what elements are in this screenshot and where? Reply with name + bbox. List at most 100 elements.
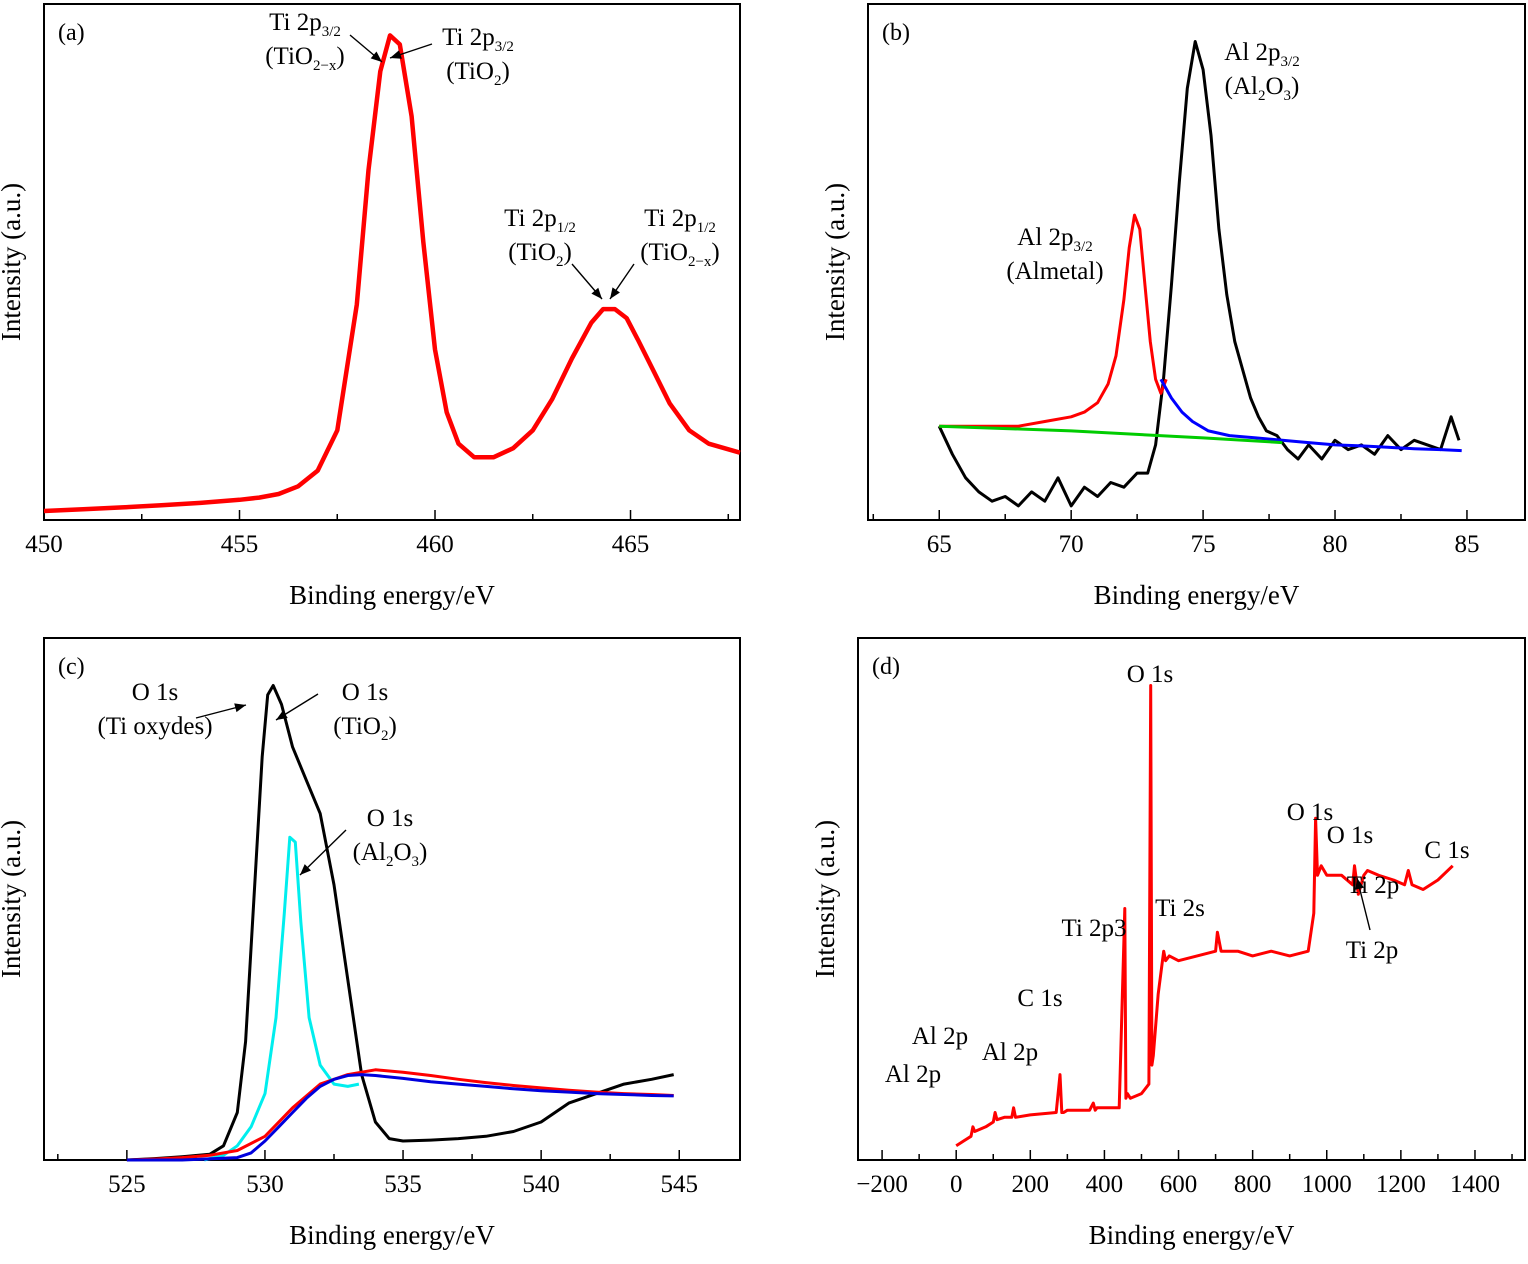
annotation-label: Al 2p3/2: [1224, 39, 1299, 70]
annotation-main: O 1s: [1127, 661, 1174, 688]
annotation-label: O 1s: [1327, 822, 1374, 849]
annotation-line2-subscript: 2−x: [688, 254, 712, 270]
arrow-head: [276, 710, 288, 720]
annotation-label: Ti 2p3/2: [269, 9, 341, 40]
x-tick-label: −200: [856, 1171, 908, 1198]
annotation-main: O 1s: [1287, 799, 1334, 826]
annotation-label-line2: (TiO2): [446, 58, 510, 89]
series-line-0: [955, 684, 1454, 1148]
x-tick-label: 80: [1323, 531, 1348, 558]
panel-label: (c): [58, 654, 85, 680]
annotation-line2-subscript: 3: [1284, 88, 1292, 104]
annotation-line2-subscript: 2−x: [313, 58, 337, 74]
arrow-head: [591, 287, 602, 299]
annotation-line2-subscript: 2: [381, 728, 389, 744]
annotation-label: O 1s: [1127, 661, 1174, 688]
annotation-label: Ti 2p: [1346, 937, 1399, 964]
x-tick-label: 85: [1454, 531, 1479, 558]
x-tick-label: 545: [660, 1171, 698, 1198]
annotation-line2: (Ti oxydes): [97, 713, 212, 740]
annotation-main: Ti 2p: [504, 205, 557, 232]
annotation-label-line2: (Al2O3): [1225, 73, 1300, 104]
annotation-label: Al 2p: [982, 1039, 1038, 1066]
y-axis-label: Intensity (a.u.): [820, 183, 850, 341]
annotation-line2-mid: O: [1265, 73, 1283, 100]
annotation-label-line2: (TiO2): [333, 713, 397, 744]
series-line-2: [126, 1068, 674, 1162]
annotation-label: Ti 2p3/2: [442, 24, 514, 55]
annotation-label: Ti 2p1/2: [504, 205, 576, 236]
panel-label: (d): [872, 654, 900, 680]
annotation-label: C 1s: [1424, 837, 1469, 864]
series-line-3: [939, 424, 1283, 445]
annotation-main: Al 2p: [1224, 39, 1280, 66]
annotation-label: O 1s: [1287, 799, 1334, 826]
annotation-label: Al 2p: [885, 1061, 941, 1088]
x-tick-label: 530: [246, 1171, 284, 1198]
annotation-line2: (Almetal): [1006, 258, 1103, 285]
arrow-head: [300, 864, 312, 875]
annotation-label-line2: (Almetal): [1006, 258, 1103, 285]
arrow-head: [610, 287, 620, 299]
annotation-main: Ti 2p: [1346, 937, 1399, 964]
x-tick-label: 75: [1191, 531, 1216, 558]
annotation-line2-end: ): [563, 239, 571, 266]
chart-panel-a: 450 455 460 465 Binding energy/eV Intensity (…: [0, 3, 741, 610]
x-axis-label: Binding energy/eV: [289, 1220, 495, 1250]
annotation-label: C 1s: [1017, 985, 1062, 1012]
x-tick-label: 535: [384, 1171, 422, 1198]
annotation-label: Ti 2p: [1347, 872, 1400, 899]
x-axis-label: Binding energy/eV: [1089, 1220, 1295, 1250]
annotation-main: Ti 2p: [269, 9, 322, 36]
chart-panel-b: 65 70 75 80 85 Binding energy/eV Intensity (a.…: [820, 3, 1526, 610]
annotation-line2-end: ): [1291, 73, 1299, 100]
annotation-line2: (TiO: [265, 43, 313, 70]
y-axis-label: Intensity (a.u.): [810, 820, 840, 978]
annotation-main: Al 2p: [1017, 224, 1073, 251]
arrow-head: [1355, 878, 1365, 890]
annotation-label-line2: (TiO2−x): [265, 43, 345, 74]
series-line-3: [126, 1073, 674, 1162]
annotation-label: Al 2p: [912, 1023, 968, 1050]
annotation-line2-subscript: 2: [386, 854, 394, 870]
plot-frame: [857, 637, 1526, 1161]
annotation-main: Al 2p: [912, 1023, 968, 1050]
y-axis-label: Intensity (a.u.): [0, 183, 26, 341]
annotation-subscript: 3/2: [1074, 239, 1093, 255]
annotation-line2: (TiO: [640, 239, 688, 266]
panel-label: (b): [882, 20, 910, 46]
arrow-head: [390, 50, 402, 59]
annotation-main: O 1s: [342, 679, 389, 706]
annotation-label: O 1s: [367, 805, 414, 832]
annotation-line2-subscript: 2: [556, 254, 564, 270]
x-tick-label: 600: [1160, 1171, 1198, 1198]
annotation-main: Ti 2p: [442, 24, 495, 51]
annotation-line2-end: ): [501, 58, 509, 85]
annotation-main: O 1s: [132, 679, 179, 706]
annotation-subscript: 3/2: [322, 24, 341, 40]
arrow-head: [370, 51, 382, 62]
annotation-main: Al 2p: [982, 1039, 1038, 1066]
annotation-main: O 1s: [367, 805, 414, 832]
annotation-main: Ti 2p: [644, 205, 697, 232]
plot-frame: [43, 3, 741, 521]
annotation-label: O 1s: [342, 679, 389, 706]
series-line-0: [126, 684, 675, 1162]
x-tick-label: 65: [927, 531, 952, 558]
series-line-2: [1159, 378, 1462, 453]
x-tick-label: 70: [1059, 531, 1084, 558]
x-tick-label: 1200: [1376, 1171, 1426, 1198]
x-tick-label: 200: [1012, 1171, 1050, 1198]
annotation-main: O 1s: [1327, 822, 1374, 849]
annotation-label: Al 2p3/2: [1017, 224, 1092, 255]
annotation-line2-end: ): [711, 239, 719, 266]
series-line-1: [203, 835, 360, 1162]
x-tick-label: 525: [108, 1171, 146, 1198]
x-axis-label: Binding energy/eV: [289, 580, 495, 610]
chart-panel-d: −200 0 200 400 600 800 1000 1200 1400 Binding ene…: [810, 637, 1526, 1250]
annotation-label-line2: (TiO2): [508, 239, 572, 270]
annotation-label-line2: (TiO2−x): [640, 239, 720, 270]
annotation-subscript: 3/2: [495, 39, 514, 55]
annotation-line2: (TiO: [333, 713, 381, 740]
